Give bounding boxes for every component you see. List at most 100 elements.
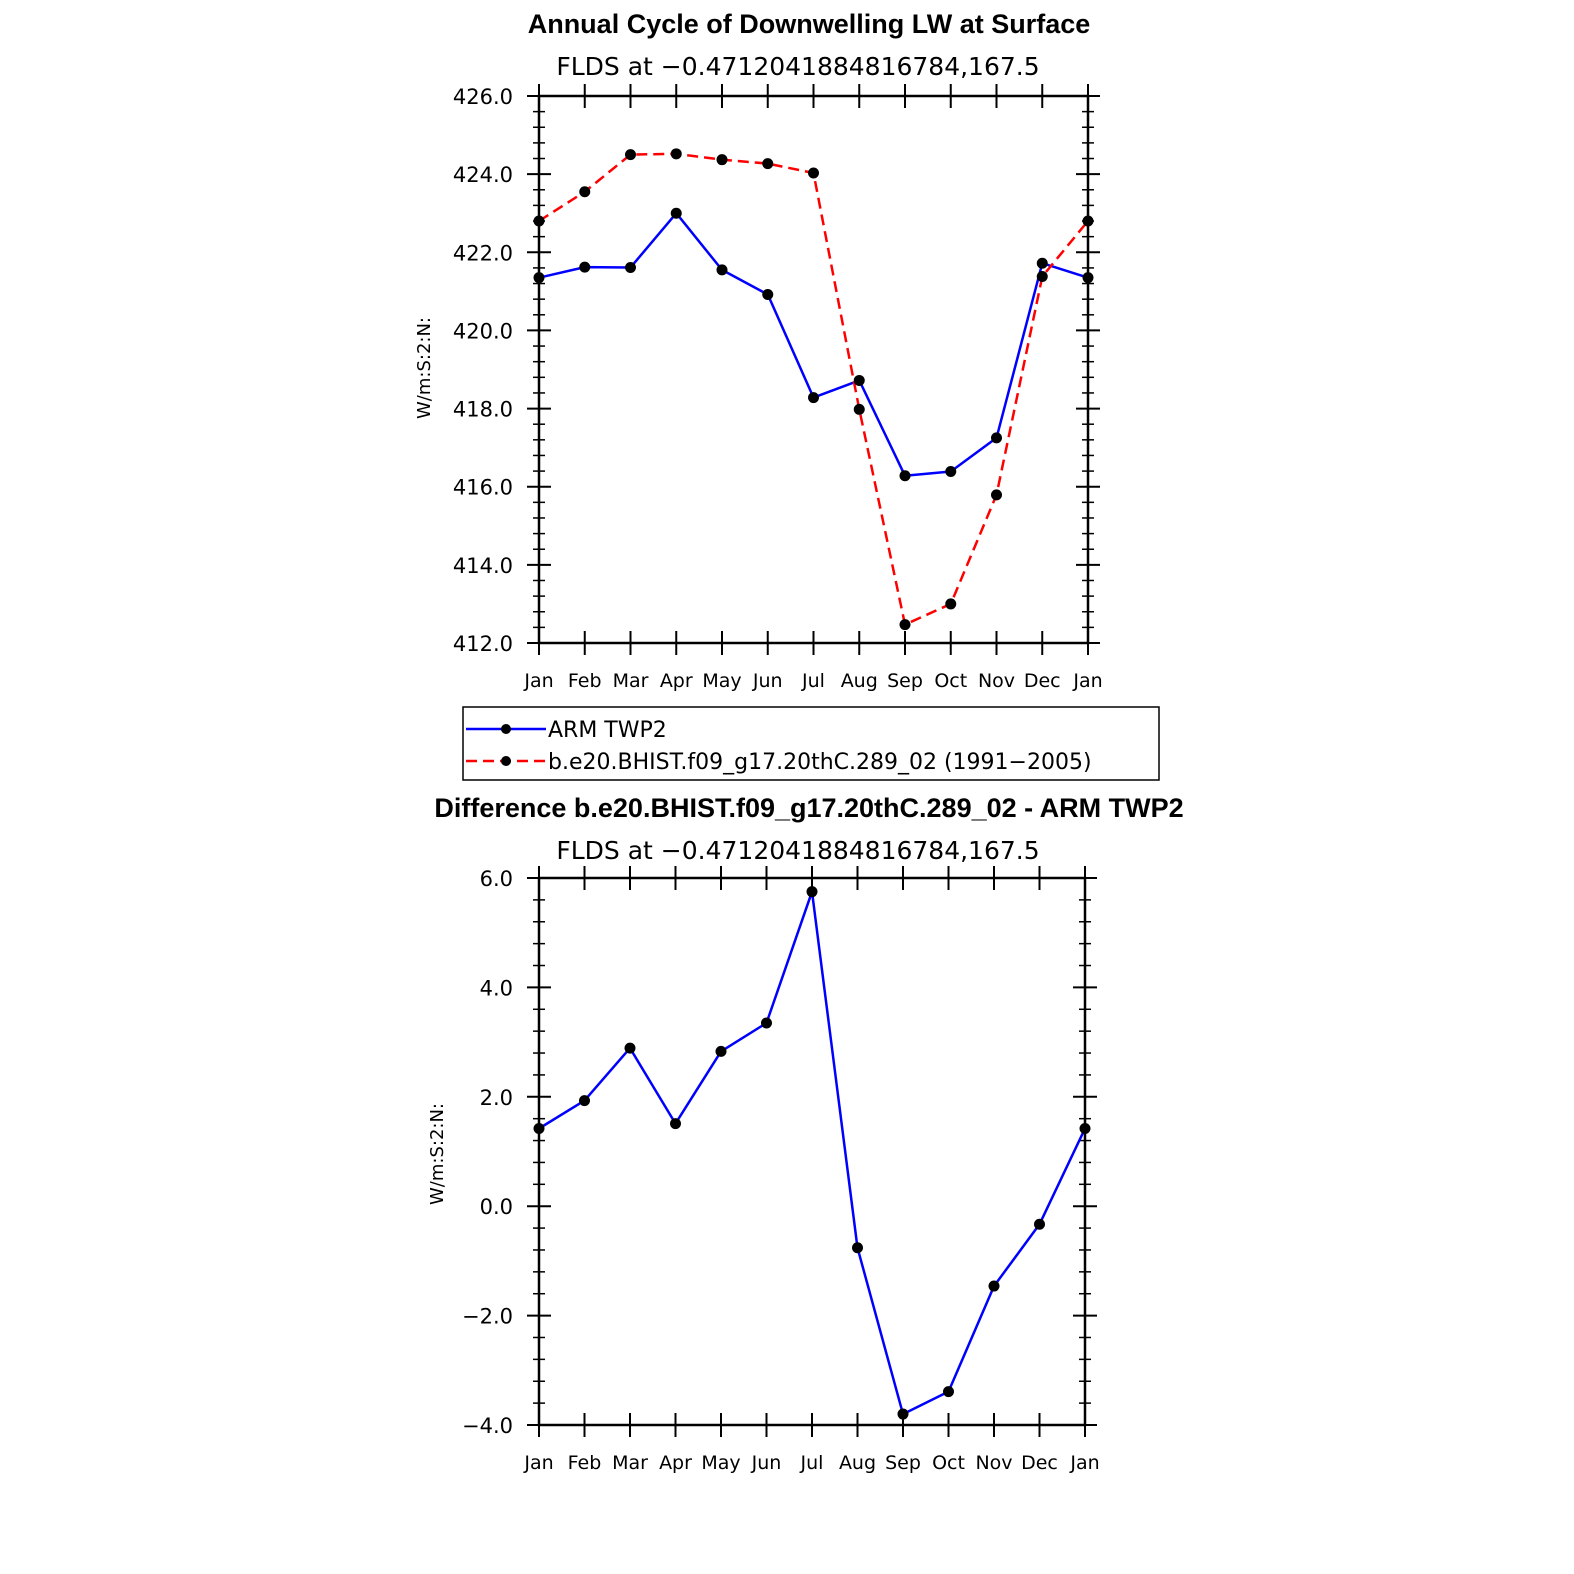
data-point: [670, 207, 682, 219]
data-point: [1082, 272, 1094, 284]
chart-title: Difference b.e20.BHIST.f09_g17.20thC.289…: [434, 793, 1183, 823]
data-point: [761, 1017, 772, 1029]
y-tick-label: 6.0: [480, 867, 513, 891]
data-point: [945, 465, 957, 477]
series-layer: [533, 148, 1094, 631]
data-point: [579, 186, 591, 198]
data-point: [716, 264, 728, 276]
legend-entry-arm: ARM TWP2: [466, 718, 667, 743]
y-tick-label: 418.0: [453, 398, 513, 422]
x-tick-label: Nov: [975, 1452, 1012, 1474]
y-tick-label: 414.0: [453, 554, 513, 578]
chart-title: Annual Cycle of Downwelling LW at Surfac…: [528, 9, 1091, 39]
data-point: [1079, 1123, 1091, 1135]
x-tick-label: Mar: [613, 670, 649, 692]
legend-entry-model: b.e20.BHIST.f09_g17.20thC.289_02 (1991−2…: [466, 750, 1092, 775]
data-point: [533, 1123, 545, 1135]
x-tick-label: Jan: [1072, 670, 1102, 692]
difference-chart: Difference b.e20.BHIST.f09_g17.20thC.289…: [427, 793, 1184, 1474]
y-axis-label: W/m:S:2:N:: [414, 317, 435, 419]
x-tick-label: Aug: [839, 1452, 876, 1474]
y-tick-label: 412.0: [453, 632, 513, 656]
data-point: [533, 272, 545, 284]
x-tick-label: Jul: [800, 1452, 824, 1474]
data-point: [988, 1280, 1000, 1292]
legend-label-arm: ARM TWP2: [548, 718, 667, 743]
x-tick-label: Dec: [1021, 1452, 1058, 1474]
plot-border: [537, 876, 1087, 1427]
data-point: [533, 215, 545, 227]
y-tick-label: 426.0: [453, 85, 513, 109]
data-point: [624, 1042, 636, 1054]
data-point: [808, 167, 819, 179]
x-tick-label: May: [701, 1452, 740, 1474]
x-tick-label: Jan: [523, 1452, 553, 1474]
data-point: [806, 886, 818, 898]
series-line-0: [538, 890, 1087, 1416]
data-point: [897, 1408, 909, 1420]
data-point: [1082, 215, 1094, 227]
y-tick-label: −2.0: [462, 1305, 513, 1329]
data-point: [1036, 271, 1048, 283]
legend-marker-arm: [501, 724, 511, 734]
data-point: [899, 619, 911, 631]
data-point: [716, 154, 728, 166]
legend-box: [462, 706, 1160, 781]
y-tick-label: 416.0: [453, 476, 513, 500]
data-point: [808, 392, 819, 404]
chart-subtitle: FLDS at −0.4712041884816784,167.5: [556, 52, 1039, 81]
plot-frame: 412.0 414.0 416.0 418.0 420.0 422.0 424.0 426.0…: [453, 84, 1103, 692]
data-point: [943, 1386, 954, 1398]
x-tick-label: Mar: [612, 1452, 648, 1474]
x-tick-label: Apr: [660, 670, 693, 692]
data-point: [579, 261, 591, 273]
data-point: [853, 403, 865, 415]
data-point: [762, 158, 774, 170]
data-point: [579, 1095, 590, 1107]
data-point: [853, 374, 865, 386]
series-line-1: [538, 152, 1089, 626]
x-tick-label: May: [702, 670, 741, 692]
series-layer: [533, 886, 1091, 1420]
x-tick-label: Sep: [885, 1452, 921, 1474]
plot-frame: −4.0 −2.0 0.0 2.0 4.0 6.0 Jan Feb Mar Apr May Jun Ju…: [462, 866, 1100, 1474]
x-tick-label: Aug: [841, 670, 878, 692]
y-tick-label: 0.0: [480, 1195, 513, 1219]
data-point: [670, 1118, 681, 1130]
y-tick-label: 422.0: [453, 241, 513, 265]
legend: ARM TWP2 b.e20.BHIST.f09_g17.20thC.289_0…: [462, 706, 1160, 781]
data-point: [991, 432, 1002, 444]
data-point: [625, 149, 636, 161]
x-tick-label: Jan: [523, 670, 553, 692]
data-point: [625, 262, 636, 274]
x-tick-label: Jun: [751, 1452, 782, 1474]
x-tick-label: Apr: [659, 1452, 692, 1474]
data-point: [852, 1242, 863, 1254]
y-axis-label: W/m:S:2:N:: [427, 1103, 448, 1205]
x-tick-label: Nov: [978, 670, 1015, 692]
x-tick-label: Sep: [887, 670, 923, 692]
y-tick-label: −4.0: [462, 1414, 513, 1438]
x-tick-label: Jun: [752, 670, 783, 692]
x-tick-label: Oct: [932, 1452, 965, 1474]
data-point: [945, 598, 957, 610]
x-tick-label: Feb: [568, 1452, 602, 1474]
legend-marker-model: [501, 756, 511, 766]
legend-label-model: b.e20.BHIST.f09_g17.20thC.289_02 (1991−2…: [548, 750, 1092, 775]
annual-cycle-chart: Annual Cycle of Downwelling LW at Surfac…: [414, 9, 1103, 692]
data-point: [1036, 257, 1048, 269]
x-tick-label: Jul: [801, 670, 825, 692]
x-tick-label: Feb: [568, 670, 602, 692]
data-point: [899, 470, 911, 482]
data-point: [670, 148, 682, 160]
y-tick-label: 2.0: [480, 1086, 513, 1110]
y-tick-label: 4.0: [480, 976, 513, 1000]
x-tick-label: Dec: [1024, 670, 1061, 692]
x-tick-label: Jan: [1069, 1452, 1099, 1474]
data-point: [991, 489, 1002, 501]
data-point: [762, 288, 774, 300]
data-point: [715, 1045, 727, 1057]
series-line-0: [538, 211, 1089, 478]
x-tick-label: Oct: [934, 670, 967, 692]
